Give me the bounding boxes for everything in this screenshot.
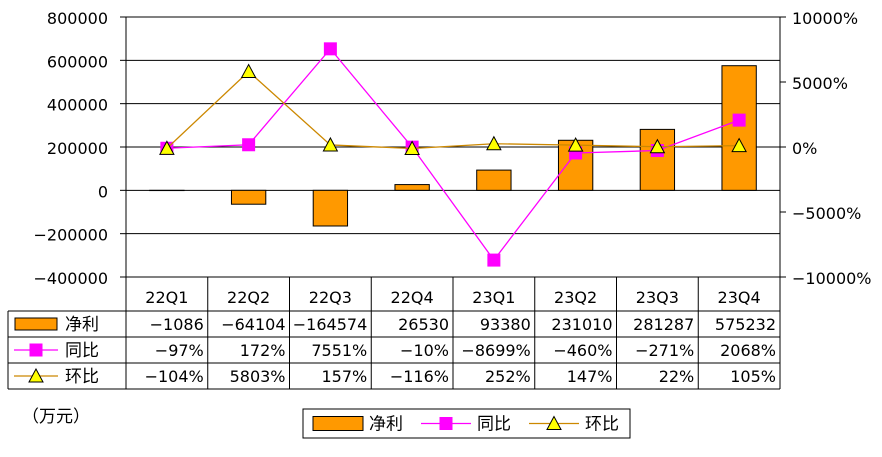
point-square-marker — [487, 253, 501, 267]
y-left-tick-label: 800000 — [47, 9, 108, 28]
table-row-label: 净利 — [65, 315, 99, 335]
legend-label: 净利 — [369, 415, 403, 435]
y-left-tick-label: 0 — [98, 182, 108, 201]
x-category-label: 23Q3 — [636, 288, 679, 307]
table-cell: −10% — [400, 341, 449, 360]
x-category-label: 22Q3 — [309, 288, 352, 307]
y-right-tick-label: −10000% — [792, 269, 872, 288]
table-cell: −164574 — [293, 315, 367, 334]
y-left-tick-label: −400000 — [34, 269, 108, 288]
table-cell: −104% — [145, 367, 204, 386]
point-square-marker — [29, 343, 43, 357]
table-cell: 147% — [567, 367, 613, 386]
x-category-label: 22Q2 — [227, 288, 270, 307]
y-left-tick-label: 600000 — [47, 52, 108, 71]
point-square-marker — [732, 113, 746, 127]
line-series — [159, 42, 747, 267]
x-category-label: 23Q1 — [472, 288, 515, 307]
bar — [639, 128, 676, 191]
point-triangle-marker — [567, 137, 584, 152]
table-cell: 7551% — [311, 341, 367, 360]
table-cell: 22% — [659, 367, 695, 386]
y-right-tick-label: −5000% — [792, 204, 861, 223]
table-cell: −1086 — [150, 315, 204, 334]
axes: 800000 600000 400000 200000 0 −200000 −400000 1… — [34, 9, 872, 288]
point-triangle-marker — [322, 136, 339, 152]
bar — [230, 189, 267, 205]
table-cell: 231010 — [551, 315, 612, 334]
y-right-tick-label: 5000% — [792, 74, 848, 93]
x-category-label: 23Q2 — [554, 288, 597, 307]
table-cell: −64104 — [221, 315, 285, 334]
table-row-label: 环比 — [65, 367, 99, 387]
point-triangle-marker — [159, 140, 175, 155]
point-square-marker — [323, 42, 337, 56]
point-triangle-marker — [486, 135, 502, 151]
legend-key-bar — [312, 416, 364, 431]
y-left-tick-label: 200000 — [47, 139, 108, 158]
table-cell: 93380 — [480, 315, 531, 334]
point-square-marker — [439, 417, 453, 430]
point-triangle-marker — [28, 367, 44, 383]
y-right-tick-label: 0% — [792, 139, 817, 158]
table-cell: 281287 — [633, 315, 694, 334]
table-cell: 2068% — [720, 341, 776, 360]
table-cell: −271% — [635, 341, 694, 360]
point-square-marker — [242, 138, 256, 152]
table-cell: 157% — [322, 367, 368, 386]
bar — [721, 65, 757, 191]
unit-label: （万元） — [22, 407, 90, 427]
point-triangle-marker — [546, 415, 562, 430]
table-cell: 105% — [730, 367, 776, 386]
table-cell: 252% — [485, 367, 531, 386]
table-cell: 575232 — [715, 315, 776, 334]
table-cell: −460% — [553, 341, 612, 360]
point-triangle-marker — [404, 140, 420, 156]
point-triangle-marker — [649, 138, 666, 154]
series-line — [166, 47, 740, 262]
legend-label: 环比 — [585, 415, 619, 435]
table-cell: 26530 — [398, 315, 449, 334]
table-cell: −8699% — [461, 341, 530, 360]
table-cell: −116% — [390, 367, 449, 386]
table-cell: 172% — [240, 341, 286, 360]
bar — [312, 189, 349, 227]
series-line — [166, 70, 740, 150]
x-category-label: 23Q4 — [718, 288, 761, 307]
x-category-label: 22Q1 — [145, 288, 188, 307]
legend: 净利 同比 环比 — [302, 408, 631, 439]
x-category-label: 22Q4 — [391, 288, 434, 307]
bar — [476, 169, 512, 191]
table-row-label: 同比 — [65, 341, 99, 361]
point-triangle-marker — [240, 63, 257, 79]
table-cell: −97% — [155, 341, 204, 360]
legend-label: 同比 — [477, 415, 511, 435]
point-triangle-marker — [731, 137, 747, 153]
table-cell: 5803% — [230, 367, 286, 386]
legend-key-bar — [14, 317, 58, 331]
bar — [394, 184, 430, 191]
y-left-tick-label: −200000 — [34, 226, 108, 245]
y-left-tick-label: 400000 — [47, 96, 108, 115]
y-right-tick-label: 10000% — [792, 9, 858, 28]
